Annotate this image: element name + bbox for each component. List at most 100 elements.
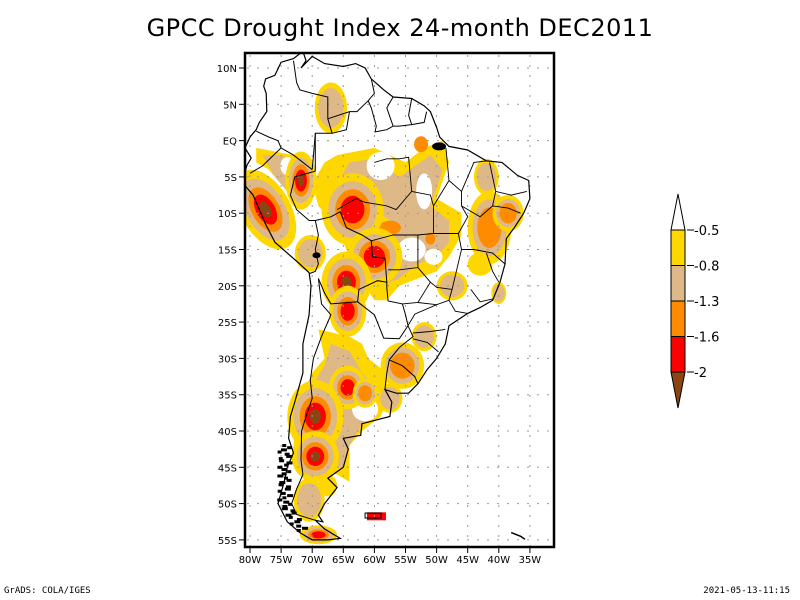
- lon-tick-label: 80W: [239, 555, 262, 566]
- colorbar-segment: [670, 229, 686, 266]
- drought-contour: [340, 379, 355, 396]
- country-border: [280, 147, 313, 170]
- chile-fjord-fragment: [277, 489, 282, 493]
- no-drought-area: [424, 248, 443, 265]
- drought-contour: [414, 325, 434, 348]
- grads-credit: GrADS: COLA/IGES: [4, 586, 91, 596]
- country-border: [408, 98, 413, 125]
- country-border: [331, 111, 350, 134]
- lat-tick-label: 40S: [218, 427, 237, 438]
- country-border: [311, 133, 316, 170]
- colorbar-level-label: -1.6: [694, 331, 719, 346]
- colorbar-segment: [670, 300, 686, 337]
- lon-tick-label: 40W: [487, 555, 510, 566]
- south-america-coastline: [245, 53, 531, 541]
- chile-fjord-fragment: [296, 528, 301, 532]
- chile-fjord-fragment: [277, 450, 282, 454]
- state-border: [485, 252, 500, 283]
- timestamp: 2021-05-13-11:15: [703, 586, 790, 596]
- chile-fjord-fragment: [286, 454, 293, 458]
- chile-fjord-fragment: [285, 513, 292, 517]
- state-border: [448, 300, 468, 314]
- chile-fjord-fragment: [278, 483, 283, 487]
- country-border: [386, 96, 394, 127]
- drought-contour: [311, 531, 326, 539]
- country-border: [389, 359, 419, 384]
- drought-contour: [440, 274, 465, 298]
- lon-tick-label: 75W: [270, 555, 293, 566]
- chile-fjord-fragment: [291, 511, 297, 515]
- chile-fjord-fragment: [296, 524, 302, 528]
- lat-tick-label: 30S: [218, 354, 237, 365]
- state-border: [433, 180, 469, 234]
- chile-fjord-fragment: [281, 507, 288, 511]
- state-border: [492, 205, 521, 214]
- chile-fjord-fragment: [281, 467, 288, 471]
- chile-fjord-fragment: [277, 474, 284, 478]
- state-border: [407, 304, 437, 326]
- drought-contour: [318, 88, 344, 128]
- country-border: [293, 60, 333, 172]
- lat-tick-label: 10S: [218, 209, 237, 220]
- state-border: [388, 267, 418, 271]
- lake-titicaca: [312, 252, 321, 259]
- drought-contour: [341, 276, 352, 289]
- latitude-axis: 10N 5N EQ 5S 10S 15S 20S 25S 30S 35S 40S 45S 50S 55S: [217, 64, 245, 547]
- no-drought-area: [366, 152, 395, 181]
- drought-contour: [414, 136, 429, 153]
- chile-fjord-fragment: [281, 472, 287, 476]
- chile-fjord-fragment: [277, 465, 283, 469]
- colorbar-level-label: -0.5: [694, 224, 719, 239]
- chile-fjord-fragment: [283, 476, 288, 480]
- country-border: [291, 278, 332, 521]
- chile-fjord-fragment: [277, 498, 283, 502]
- lat-tick-label: 15S: [218, 246, 237, 257]
- chile-fjord-fragment: [287, 446, 293, 450]
- colorbar-level-label: -0.8: [694, 260, 719, 275]
- drought-contour: [310, 451, 321, 462]
- state-border: [417, 289, 453, 306]
- chile-fjord-fragment: [280, 448, 287, 452]
- state-border: [412, 338, 439, 353]
- south-georgia-island: [510, 531, 526, 540]
- state-border: [495, 190, 527, 196]
- chile-fjord-fragment: [290, 509, 295, 513]
- colorbar-segment: [670, 336, 686, 373]
- drought-contour: [309, 409, 321, 424]
- no-drought-area: [397, 237, 426, 262]
- no-drought-area: [416, 173, 433, 210]
- marajo-island: [432, 142, 447, 151]
- lat-tick-label: 25S: [218, 318, 237, 329]
- lat-tick-label: 5N: [223, 100, 237, 111]
- lat-tick-label: EQ: [223, 137, 237, 148]
- lat-tick-label: 35S: [218, 391, 237, 402]
- drought-contour: [492, 284, 505, 302]
- chile-fjord-fragment: [284, 463, 289, 467]
- drought-contour: [297, 174, 305, 187]
- chile-fjord-fragment: [288, 502, 293, 506]
- plot-area: [245, 53, 554, 547]
- chile-fjord-fragment: [282, 496, 287, 500]
- drought-contour: [467, 252, 493, 276]
- drought-contour: [476, 162, 497, 192]
- lat-tick-label: 45S: [218, 463, 237, 474]
- lon-tick-label: 60W: [363, 555, 386, 566]
- colorbar-arrow-above: [670, 193, 686, 231]
- chile-fjord-fragment: [289, 522, 294, 526]
- chile-fjord-fragment: [286, 461, 293, 465]
- country-border: [327, 100, 369, 120]
- chile-fjord-fragment: [296, 518, 302, 522]
- drought-contour: [340, 195, 365, 224]
- drought-contour: [296, 482, 322, 517]
- country-border: [315, 210, 388, 305]
- drought-contour: [358, 385, 373, 402]
- lon-tick-label: 65W: [332, 555, 355, 566]
- chile-fjord-fragment: [282, 444, 287, 448]
- colorbar-segment: [670, 265, 686, 302]
- state-border: [417, 235, 462, 290]
- state-border: [336, 156, 413, 211]
- chile-fjord-fragment: [280, 491, 286, 495]
- drought-contour: [318, 474, 338, 497]
- chart-title: GPCC Drought Index 24-month DEC2011: [146, 14, 654, 42]
